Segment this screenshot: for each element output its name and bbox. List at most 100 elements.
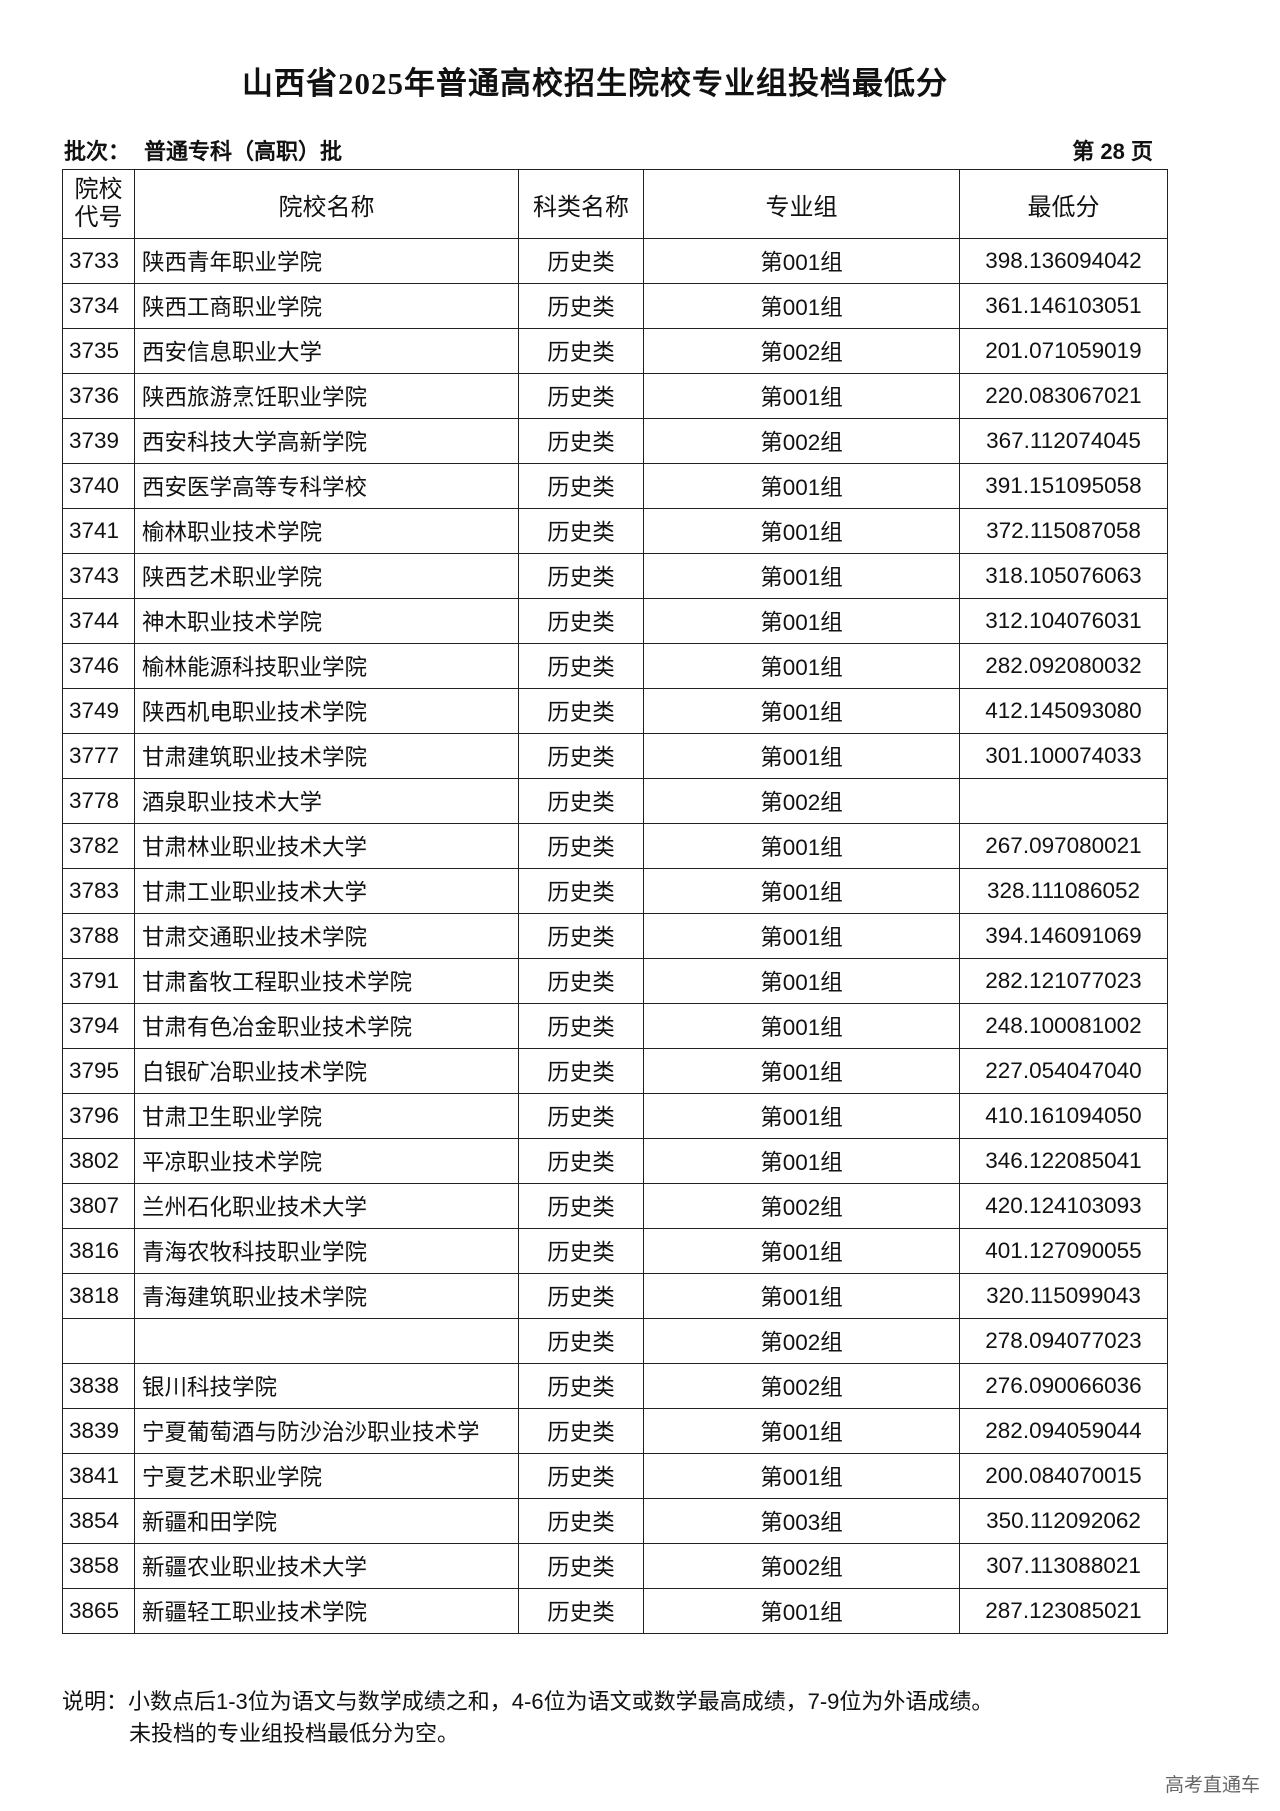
page-number: 第 28 页 (1072, 139, 1153, 164)
watermark: 高考直通车 (1164, 1775, 1260, 1796)
cell-name: 白银矿冶职业技术学院 (134, 1048, 519, 1094)
cell-category: 历史类 (518, 1228, 644, 1274)
cell-group: 第001组 (643, 373, 960, 419)
cell-name: 青海建筑职业技术学院 (134, 1273, 519, 1319)
cell-score: 282.092080032 (959, 643, 1168, 689)
cell-code: 3865 (62, 1588, 135, 1634)
cell-name: 西安医学高等专科学校 (134, 463, 519, 509)
cell-category: 历史类 (518, 1543, 644, 1589)
cell-category: 历史类 (518, 508, 644, 554)
table-row: 3746 榆林能源科技职业学院 历史类 第001组 282.092080032 (62, 643, 1168, 689)
notes: 说明：小数点后1-3位为语文与数学成绩之和，4-6位为语文或数学最高成绩，7-9… (62, 1686, 993, 1750)
cell-group: 第001组 (643, 553, 960, 599)
cell-score: 350.112092062 (959, 1498, 1168, 1544)
cell-name: 银川科技学院 (134, 1363, 519, 1409)
cell-score: 201.071059019 (959, 328, 1168, 374)
cell-category: 历史类 (518, 1048, 644, 1094)
table-row: 3744 神木职业技术学院 历史类 第001组 312.104076031 (62, 598, 1168, 644)
cell-category: 历史类 (518, 1093, 644, 1139)
cell-code: 3749 (62, 688, 135, 734)
cell-group: 第003组 (643, 1498, 960, 1544)
cell-score: 282.094059044 (959, 1408, 1168, 1454)
cell-category: 历史类 (518, 1138, 644, 1184)
cell-group: 第001组 (643, 283, 960, 329)
batch-info: 批次： 普通专科（高职）批 (64, 134, 356, 166)
cell-category: 历史类 (518, 283, 644, 329)
cell-name: 平凉职业技术学院 (134, 1138, 519, 1184)
cell-name: 甘肃工业职业技术大学 (134, 868, 519, 914)
cell-score: 410.161094050 (959, 1093, 1168, 1139)
cell-code: 3791 (62, 958, 135, 1004)
cell-category: 历史类 (518, 1498, 644, 1544)
cell-group: 第001组 (643, 958, 960, 1004)
cell-category: 历史类 (518, 463, 644, 509)
cell-category: 历史类 (518, 598, 644, 644)
cell-group: 第002组 (643, 778, 960, 824)
cell-score: 401.127090055 (959, 1228, 1168, 1274)
cell-name: 甘肃交通职业技术学院 (134, 913, 519, 959)
cell-score: 312.104076031 (959, 598, 1168, 644)
cell-code: 3733 (62, 238, 135, 284)
note-line-1: 说明：小数点后1-3位为语文与数学成绩之和，4-6位为语文或数学最高成绩，7-9… (62, 1689, 994, 1714)
cell-group: 第001组 (643, 643, 960, 689)
cell-group: 第001组 (643, 598, 960, 644)
cell-group: 第001组 (643, 1588, 960, 1634)
cell-code: 3735 (62, 328, 135, 374)
cell-category: 历史类 (518, 688, 644, 734)
cell-name: 新疆农业职业技术大学 (134, 1543, 519, 1589)
cell-group: 第001组 (643, 913, 960, 959)
table-row: 3865 新疆轻工职业技术学院 历史类 第001组 287.123085021 (62, 1588, 1168, 1634)
cell-score: 307.113088021 (959, 1543, 1168, 1589)
cell-score (959, 778, 1168, 824)
cell-name: 西安信息职业大学 (134, 328, 519, 374)
cell-name: 甘肃林业职业技术大学 (134, 823, 519, 869)
table-row: 3791 甘肃畜牧工程职业技术学院 历史类 第001组 282.121077023 (62, 958, 1168, 1004)
cell-group: 第001组 (643, 1408, 960, 1454)
table-row: 3807 兰州石化职业技术大学 历史类 第002组 420.124103093 (62, 1183, 1168, 1229)
cell-code: 3839 (62, 1408, 135, 1454)
table-row: 3841 宁夏艺术职业学院 历史类 第001组 200.084070015 (62, 1453, 1168, 1499)
cell-code: 3782 (62, 823, 135, 869)
cell-category: 历史类 (518, 958, 644, 1004)
cell-name: 新疆轻工职业技术学院 (134, 1588, 519, 1634)
cell-group: 第002组 (643, 418, 960, 464)
cell-category: 历史类 (518, 328, 644, 374)
cell-name: 榆林能源科技职业学院 (134, 643, 519, 689)
table-row: 3783 甘肃工业职业技术大学 历史类 第001组 328.111086052 (62, 868, 1168, 914)
table-row: 3741 榆林职业技术学院 历史类 第001组 372.115087058 (62, 508, 1168, 554)
cell-group: 第002组 (643, 1318, 960, 1364)
cell-score: 328.111086052 (959, 868, 1168, 914)
cell-score: 267.097080021 (959, 823, 1168, 869)
cell-group: 第001组 (643, 463, 960, 509)
cell-name: 宁夏艺术职业学院 (134, 1453, 519, 1499)
cell-code: 3788 (62, 913, 135, 959)
cell-group: 第001组 (643, 1453, 960, 1499)
cell-group: 第001组 (643, 1093, 960, 1139)
cell-category: 历史类 (518, 553, 644, 599)
cell-code: 3743 (62, 553, 135, 599)
cell-code: 3739 (62, 418, 135, 464)
cell-score: 278.094077023 (959, 1318, 1168, 1364)
cell-group: 第001组 (643, 868, 960, 914)
cell-category: 历史类 (518, 1318, 644, 1364)
table-row: 3743 陕西艺术职业学院 历史类 第001组 318.105076063 (62, 553, 1168, 599)
cell-code: 3838 (62, 1363, 135, 1409)
cell-category: 历史类 (518, 1453, 644, 1499)
cell-score: 412.145093080 (959, 688, 1168, 734)
header-category: 科类名称 (518, 169, 644, 239)
cell-code: 3783 (62, 868, 135, 914)
header-group: 专业组 (643, 169, 960, 239)
cell-group: 第001组 (643, 238, 960, 284)
cell-group: 第002组 (643, 1363, 960, 1409)
cell-code: 3734 (62, 283, 135, 329)
cell-group: 第001组 (643, 823, 960, 869)
cell-group: 第001组 (643, 1273, 960, 1319)
cell-code: 3802 (62, 1138, 135, 1184)
table-row: 3796 甘肃卫生职业学院 历史类 第001组 410.161094050 (62, 1093, 1168, 1139)
cell-category: 历史类 (518, 823, 644, 869)
cell-code: 3858 (62, 1543, 135, 1589)
cell-score: 398.136094042 (959, 238, 1168, 284)
batch-value: 普通专科（高职）批 (144, 139, 343, 164)
cell-code: 3778 (62, 778, 135, 824)
cell-score: 420.124103093 (959, 1183, 1168, 1229)
